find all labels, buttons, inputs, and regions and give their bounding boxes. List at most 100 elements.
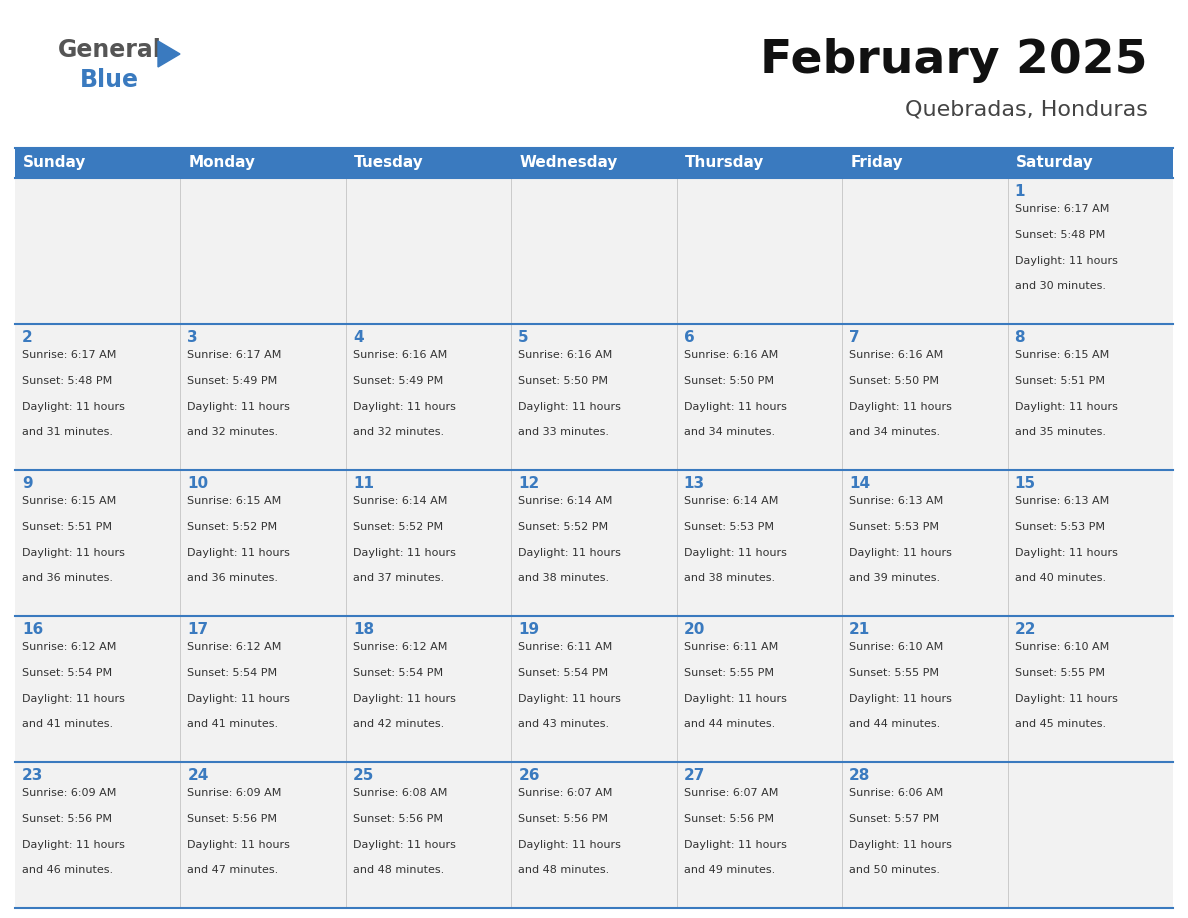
Text: February 2025: February 2025 (760, 38, 1148, 83)
Text: Daylight: 11 hours: Daylight: 11 hours (684, 694, 786, 703)
Text: Sunset: 5:53 PM: Sunset: 5:53 PM (849, 521, 940, 532)
Text: 7: 7 (849, 330, 860, 345)
Text: and 33 minutes.: and 33 minutes. (518, 428, 609, 437)
Text: Sunset: 5:53 PM: Sunset: 5:53 PM (684, 521, 773, 532)
Text: Daylight: 11 hours: Daylight: 11 hours (188, 401, 290, 411)
Text: Sunset: 5:57 PM: Sunset: 5:57 PM (849, 813, 940, 823)
Text: and 48 minutes.: and 48 minutes. (353, 866, 444, 876)
Text: Wednesday: Wednesday (519, 155, 618, 171)
Text: Sunset: 5:56 PM: Sunset: 5:56 PM (353, 813, 443, 823)
Text: 20: 20 (684, 622, 706, 637)
Text: Sunset: 5:48 PM: Sunset: 5:48 PM (23, 375, 112, 386)
Text: Daylight: 11 hours: Daylight: 11 hours (684, 840, 786, 849)
Text: 3: 3 (188, 330, 198, 345)
Text: 16: 16 (23, 622, 43, 637)
Text: Daylight: 11 hours: Daylight: 11 hours (849, 401, 952, 411)
Text: and 41 minutes.: and 41 minutes. (23, 720, 113, 729)
Text: 4: 4 (353, 330, 364, 345)
Text: and 44 minutes.: and 44 minutes. (684, 720, 775, 729)
Text: Sunset: 5:54 PM: Sunset: 5:54 PM (518, 667, 608, 677)
Text: 15: 15 (1015, 476, 1036, 491)
Text: Sunset: 5:52 PM: Sunset: 5:52 PM (353, 521, 443, 532)
Text: Sunrise: 6:12 AM: Sunrise: 6:12 AM (353, 642, 447, 652)
Text: and 37 minutes.: and 37 minutes. (353, 574, 444, 583)
Text: 21: 21 (849, 622, 871, 637)
Text: 26: 26 (518, 768, 539, 783)
Text: 14: 14 (849, 476, 871, 491)
Text: 17: 17 (188, 622, 209, 637)
Text: Sunrise: 6:08 AM: Sunrise: 6:08 AM (353, 788, 447, 798)
Text: Saturday: Saturday (1016, 155, 1093, 171)
Text: Sunrise: 6:17 AM: Sunrise: 6:17 AM (23, 350, 116, 360)
Text: Daylight: 11 hours: Daylight: 11 hours (1015, 255, 1118, 265)
Text: and 45 minutes.: and 45 minutes. (1015, 720, 1106, 729)
Text: Daylight: 11 hours: Daylight: 11 hours (23, 401, 125, 411)
Text: Sunrise: 6:16 AM: Sunrise: 6:16 AM (849, 350, 943, 360)
Text: Daylight: 11 hours: Daylight: 11 hours (684, 547, 786, 557)
Text: Daylight: 11 hours: Daylight: 11 hours (518, 694, 621, 703)
Text: 25: 25 (353, 768, 374, 783)
Text: Quebradas, Honduras: Quebradas, Honduras (905, 100, 1148, 120)
Text: Daylight: 11 hours: Daylight: 11 hours (518, 840, 621, 849)
Text: Daylight: 11 hours: Daylight: 11 hours (353, 840, 456, 849)
Text: 18: 18 (353, 622, 374, 637)
Text: and 42 minutes.: and 42 minutes. (353, 720, 444, 729)
Text: Sunrise: 6:10 AM: Sunrise: 6:10 AM (1015, 642, 1108, 652)
Text: and 40 minutes.: and 40 minutes. (1015, 574, 1106, 583)
Text: and 38 minutes.: and 38 minutes. (684, 574, 775, 583)
Text: and 30 minutes.: and 30 minutes. (1015, 281, 1106, 291)
Text: Sunrise: 6:07 AM: Sunrise: 6:07 AM (518, 788, 613, 798)
Text: Daylight: 11 hours: Daylight: 11 hours (518, 547, 621, 557)
Text: Sunrise: 6:14 AM: Sunrise: 6:14 AM (353, 496, 447, 506)
Text: Daylight: 11 hours: Daylight: 11 hours (188, 547, 290, 557)
Text: Daylight: 11 hours: Daylight: 11 hours (353, 694, 456, 703)
Polygon shape (158, 41, 181, 67)
Text: Sunday: Sunday (23, 155, 87, 171)
Text: Sunrise: 6:15 AM: Sunrise: 6:15 AM (188, 496, 282, 506)
Text: Sunrise: 6:10 AM: Sunrise: 6:10 AM (849, 642, 943, 652)
Text: Sunset: 5:50 PM: Sunset: 5:50 PM (849, 375, 940, 386)
Text: Sunset: 5:53 PM: Sunset: 5:53 PM (1015, 521, 1105, 532)
Text: Sunset: 5:56 PM: Sunset: 5:56 PM (518, 813, 608, 823)
Text: and 48 minutes.: and 48 minutes. (518, 866, 609, 876)
Text: and 36 minutes.: and 36 minutes. (188, 574, 278, 583)
Text: and 35 minutes.: and 35 minutes. (1015, 428, 1106, 437)
Text: and 44 minutes.: and 44 minutes. (849, 720, 941, 729)
Text: 13: 13 (684, 476, 704, 491)
FancyBboxPatch shape (15, 324, 1173, 470)
Text: Sunset: 5:50 PM: Sunset: 5:50 PM (684, 375, 773, 386)
Text: Daylight: 11 hours: Daylight: 11 hours (23, 694, 125, 703)
Text: Sunrise: 6:14 AM: Sunrise: 6:14 AM (518, 496, 613, 506)
Text: Sunrise: 6:07 AM: Sunrise: 6:07 AM (684, 788, 778, 798)
Text: Daylight: 11 hours: Daylight: 11 hours (353, 547, 456, 557)
Text: Sunrise: 6:15 AM: Sunrise: 6:15 AM (1015, 350, 1108, 360)
Text: and 32 minutes.: and 32 minutes. (188, 428, 278, 437)
Text: Sunrise: 6:16 AM: Sunrise: 6:16 AM (353, 350, 447, 360)
Text: Sunrise: 6:09 AM: Sunrise: 6:09 AM (188, 788, 282, 798)
Text: 1: 1 (1015, 184, 1025, 199)
Text: Sunset: 5:54 PM: Sunset: 5:54 PM (188, 667, 278, 677)
Text: and 41 minutes.: and 41 minutes. (188, 720, 278, 729)
Text: 28: 28 (849, 768, 871, 783)
Text: Sunset: 5:55 PM: Sunset: 5:55 PM (684, 667, 773, 677)
Text: 22: 22 (1015, 622, 1036, 637)
Text: and 50 minutes.: and 50 minutes. (849, 866, 940, 876)
Text: Daylight: 11 hours: Daylight: 11 hours (23, 547, 125, 557)
Text: Daylight: 11 hours: Daylight: 11 hours (188, 694, 290, 703)
Text: Sunset: 5:56 PM: Sunset: 5:56 PM (23, 813, 112, 823)
Text: and 38 minutes.: and 38 minutes. (518, 574, 609, 583)
Text: Sunrise: 6:11 AM: Sunrise: 6:11 AM (684, 642, 778, 652)
Text: Sunset: 5:55 PM: Sunset: 5:55 PM (1015, 667, 1105, 677)
Text: and 32 minutes.: and 32 minutes. (353, 428, 444, 437)
Text: Monday: Monday (189, 155, 255, 171)
Text: Sunrise: 6:16 AM: Sunrise: 6:16 AM (518, 350, 613, 360)
Text: and 43 minutes.: and 43 minutes. (518, 720, 609, 729)
Text: Sunset: 5:49 PM: Sunset: 5:49 PM (353, 375, 443, 386)
FancyBboxPatch shape (15, 470, 1173, 616)
Text: Daylight: 11 hours: Daylight: 11 hours (684, 401, 786, 411)
Text: and 46 minutes.: and 46 minutes. (23, 866, 113, 876)
Text: 2: 2 (23, 330, 33, 345)
Text: Daylight: 11 hours: Daylight: 11 hours (23, 840, 125, 849)
Text: Sunset: 5:52 PM: Sunset: 5:52 PM (188, 521, 278, 532)
Text: Sunrise: 6:17 AM: Sunrise: 6:17 AM (1015, 204, 1108, 214)
